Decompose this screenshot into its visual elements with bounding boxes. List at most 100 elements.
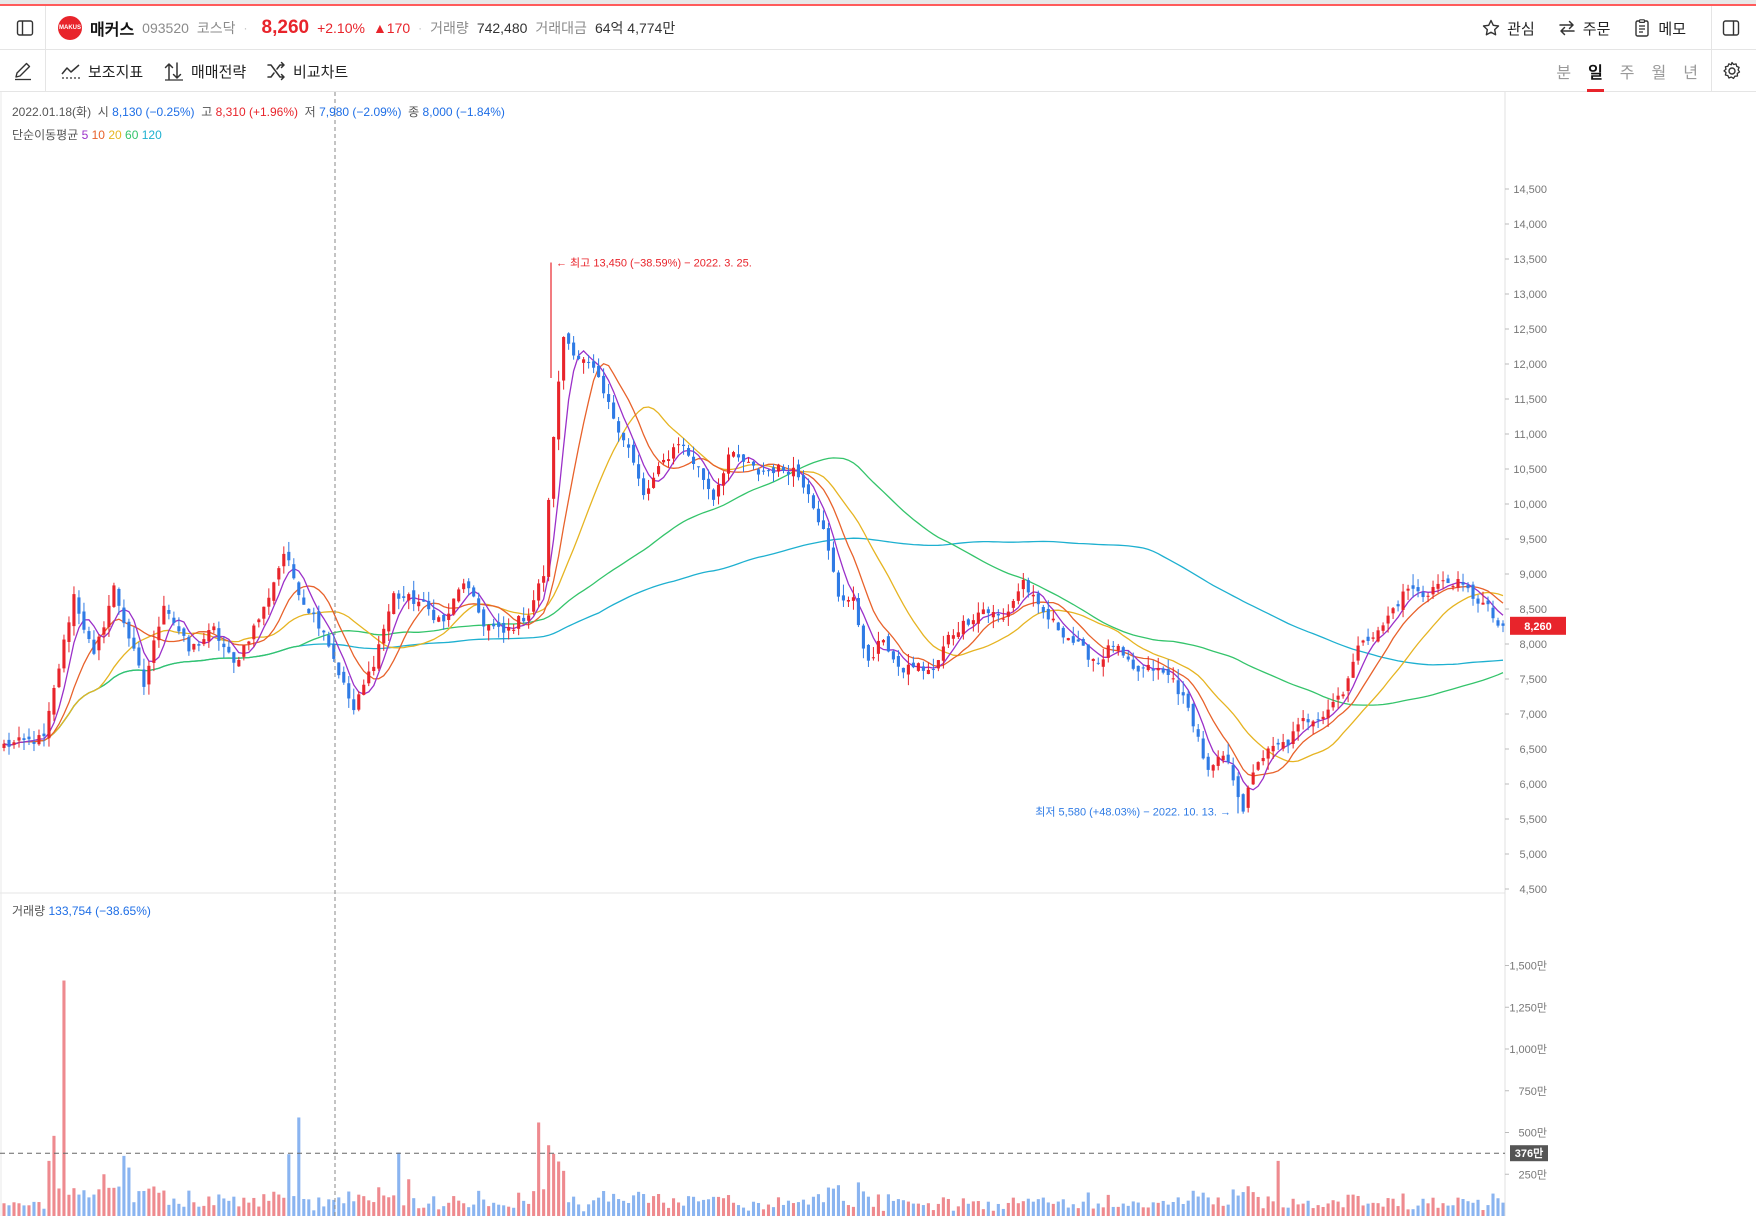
- volume-bar[interactable]: [1271, 1201, 1275, 1216]
- volume-bar[interactable]: [1376, 1203, 1380, 1216]
- volume-bar[interactable]: [637, 1191, 641, 1216]
- volume-bar[interactable]: [891, 1200, 895, 1216]
- chart-settings-button[interactable]: [1721, 50, 1743, 92]
- candle[interactable]: [1491, 607, 1495, 619]
- volume-bar[interactable]: [736, 1205, 741, 1216]
- volume-bar[interactable]: [597, 1197, 601, 1216]
- candle[interactable]: [492, 623, 496, 627]
- candle[interactable]: [986, 609, 990, 614]
- candle[interactable]: [1431, 587, 1435, 595]
- candle[interactable]: [272, 582, 276, 601]
- candle[interactable]: [1031, 594, 1035, 597]
- volume-bar[interactable]: [147, 1188, 151, 1216]
- volume-bar[interactable]: [667, 1207, 671, 1216]
- volume-bar[interactable]: [981, 1209, 985, 1216]
- volume-bar[interactable]: [681, 1205, 686, 1216]
- candle[interactable]: [372, 666, 376, 672]
- volume-bar[interactable]: [1286, 1207, 1290, 1216]
- candle[interactable]: [1451, 586, 1455, 588]
- volume-bar[interactable]: [896, 1199, 900, 1216]
- volume-bar[interactable]: [1036, 1199, 1040, 1216]
- candle[interactable]: [1226, 754, 1230, 763]
- candle[interactable]: [1156, 667, 1160, 671]
- candle[interactable]: [786, 471, 791, 475]
- candle[interactable]: [836, 572, 840, 597]
- volume-bar[interactable]: [662, 1202, 666, 1216]
- candle[interactable]: [317, 611, 321, 629]
- candle[interactable]: [47, 710, 51, 739]
- volume-bar[interactable]: [107, 1187, 111, 1216]
- volume-bar[interactable]: [936, 1203, 940, 1216]
- volume-bar[interactable]: [931, 1210, 935, 1216]
- candle[interactable]: [222, 643, 226, 648]
- candle[interactable]: [162, 605, 166, 625]
- volume-bar[interactable]: [951, 1210, 955, 1216]
- volume-bar[interactable]: [1141, 1207, 1145, 1216]
- volume-bar[interactable]: [477, 1190, 481, 1216]
- candle[interactable]: [167, 610, 171, 614]
- volume-bar[interactable]: [1171, 1202, 1175, 1216]
- candle[interactable]: [42, 733, 46, 737]
- candle[interactable]: [931, 669, 935, 671]
- candle[interactable]: [1361, 640, 1365, 643]
- volume-bar[interactable]: [886, 1194, 890, 1216]
- candle[interactable]: [1356, 645, 1360, 661]
- candle[interactable]: [1406, 588, 1410, 591]
- candle[interactable]: [1051, 618, 1055, 621]
- volume-bar[interactable]: [846, 1205, 850, 1216]
- volume-bar[interactable]: [1396, 1206, 1400, 1216]
- candle[interactable]: [1161, 668, 1165, 673]
- volume-bar[interactable]: [552, 1153, 556, 1216]
- volume-bar[interactable]: [1291, 1198, 1295, 1216]
- volume-bar[interactable]: [167, 1204, 171, 1216]
- volume-bar[interactable]: [232, 1196, 236, 1216]
- volume-bar[interactable]: [1026, 1198, 1030, 1216]
- candle[interactable]: [362, 684, 366, 695]
- volume-bar[interactable]: [1491, 1193, 1495, 1216]
- volume-bar[interactable]: [557, 1161, 561, 1216]
- volume-bar[interactable]: [1136, 1202, 1140, 1216]
- candle[interactable]: [562, 337, 566, 381]
- candle[interactable]: [801, 475, 806, 488]
- candle[interactable]: [1216, 756, 1220, 766]
- candle[interactable]: [1096, 662, 1100, 664]
- volume-bar[interactable]: [941, 1197, 945, 1216]
- price-chart[interactable]: 14,500 14,000 13,500 13,000 12,500 12,000 11,5…: [0, 92, 1756, 1216]
- volume-bar[interactable]: [647, 1202, 651, 1216]
- volume-bar[interactable]: [157, 1192, 161, 1216]
- volume-bar[interactable]: [592, 1200, 596, 1216]
- volume-bar[interactable]: [1111, 1206, 1115, 1216]
- volume-bar[interactable]: [307, 1199, 311, 1216]
- candle[interactable]: [771, 467, 776, 474]
- volume-bar[interactable]: [627, 1202, 631, 1216]
- candle[interactable]: [37, 735, 41, 745]
- candle[interactable]: [352, 699, 356, 711]
- volume-bar[interactable]: [946, 1198, 950, 1216]
- volume-bar[interactable]: [612, 1193, 616, 1216]
- candle[interactable]: [512, 629, 516, 631]
- volume-bar[interactable]: [217, 1194, 221, 1216]
- candle[interactable]: [522, 617, 526, 622]
- candle[interactable]: [1371, 637, 1375, 639]
- volume-bar[interactable]: [691, 1196, 696, 1216]
- candle[interactable]: [452, 598, 456, 615]
- candle[interactable]: [1351, 661, 1355, 678]
- volume-bar[interactable]: [377, 1187, 381, 1216]
- candle[interactable]: [667, 459, 671, 462]
- candle[interactable]: [242, 645, 246, 657]
- candle[interactable]: [237, 660, 241, 667]
- candle[interactable]: [532, 600, 536, 612]
- volume-bar[interactable]: [1086, 1192, 1090, 1216]
- candle[interactable]: [1116, 645, 1120, 651]
- volume-bar[interactable]: [961, 1198, 965, 1216]
- volume-bar[interactable]: [851, 1206, 855, 1216]
- candle[interactable]: [67, 622, 71, 642]
- candle[interactable]: [202, 639, 206, 645]
- candle[interactable]: [552, 436, 556, 499]
- volume-bar[interactable]: [1456, 1197, 1460, 1216]
- candle[interactable]: [437, 617, 441, 622]
- candle[interactable]: [1251, 772, 1255, 785]
- candle[interactable]: [716, 484, 721, 497]
- candle[interactable]: [507, 627, 511, 631]
- candle[interactable]: [182, 628, 186, 636]
